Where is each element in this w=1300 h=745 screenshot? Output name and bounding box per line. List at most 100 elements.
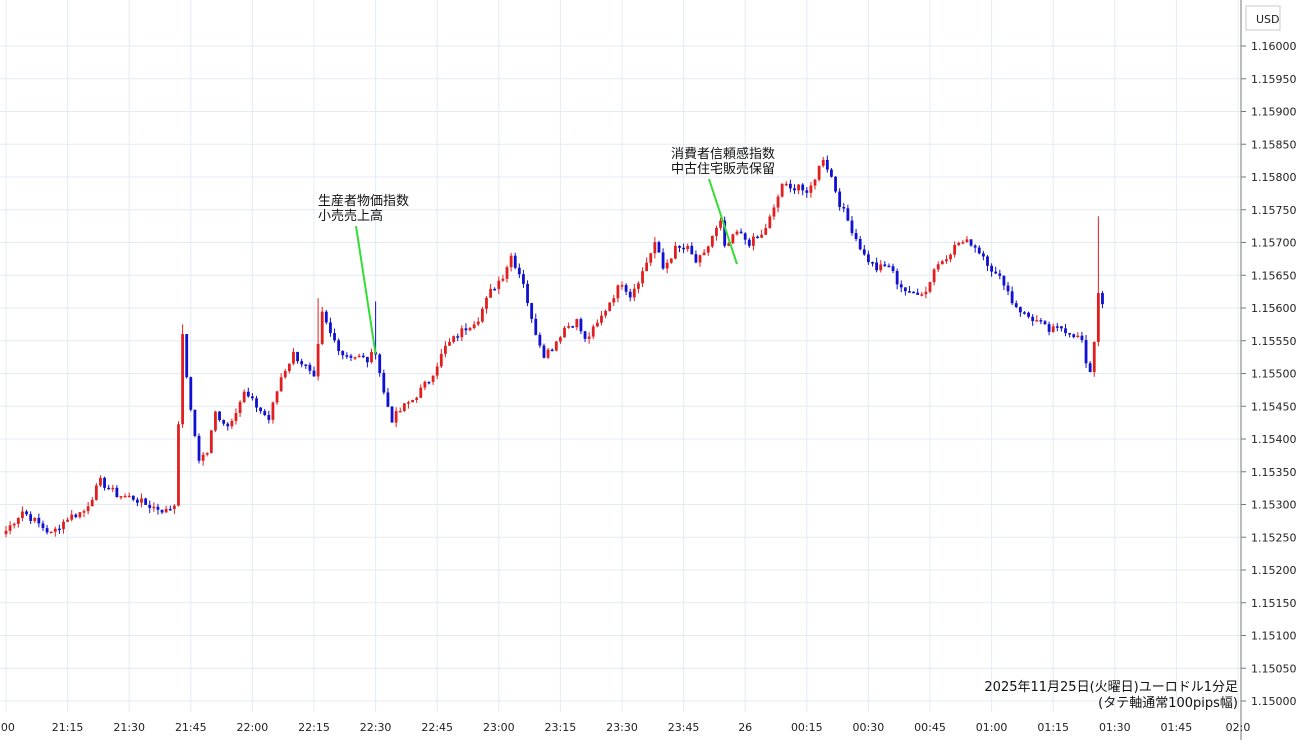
candle-body [62,521,65,530]
candle-body [682,247,685,250]
candle-body [797,184,800,191]
candle-body [513,255,517,268]
annotation-text: 生産者物価指数 [318,193,409,209]
candle-body [300,361,304,365]
candle-body [238,402,242,414]
candle-body [821,159,825,166]
candle-body [756,236,759,239]
candle-body [505,267,509,279]
candle-body [949,254,952,260]
candle-body [181,334,184,425]
candle-body [694,254,698,263]
candle-body [554,341,558,351]
candle-body [1088,363,1092,372]
candle-body [131,495,135,500]
candle-body [830,169,833,177]
candle-body [448,341,451,346]
candle-body [12,523,16,526]
candle-body [431,375,435,382]
candle-body [185,334,189,378]
candle-body [973,245,977,248]
x-tick-label: 21:45 [175,721,207,734]
candle-body [407,402,410,404]
candle-body [177,424,180,506]
candle-body [316,343,320,377]
candle-body [842,206,846,209]
candle-body [891,266,895,272]
candle-body [678,245,681,248]
candle-body [485,297,488,309]
x-tick-label: 01:45 [1161,721,1193,734]
candle-body [267,415,271,420]
candle-body [234,413,238,421]
candle-body [723,220,727,246]
candle-body [1101,293,1104,305]
candle-body [57,528,61,531]
y-tick-label: 1.15200 [1251,564,1297,577]
y-tick-label: 1.15650 [1251,269,1297,282]
chart-subtitle: (タテ軸通常100pips幅) [1098,696,1238,711]
candle-body [760,234,764,238]
candle-body [986,256,989,266]
candle-body [579,319,583,332]
candle-body [977,247,981,254]
x-tick-label: 23:30 [606,721,638,734]
y-tick-label: 1.15350 [1251,466,1297,479]
candle-body [1031,316,1035,322]
candle-body [628,291,632,298]
candle-body [928,282,932,292]
candle-body [546,349,550,358]
candle-body [222,420,226,424]
candle-body [534,318,538,335]
candle-body [107,487,111,490]
candle-body [764,228,768,235]
candle-body [612,298,616,303]
candle-body [476,321,480,325]
candle-body [624,285,628,292]
candle-body [123,495,127,498]
candle-body [945,259,948,262]
candle-body [493,288,497,291]
candle-body [567,326,571,328]
candle-body [649,253,653,263]
candle-body [571,326,575,328]
candle-body [710,235,714,247]
candle-body [1006,285,1010,292]
candle-body [665,262,669,269]
candle-body [21,511,24,518]
candle-body [747,239,751,246]
candle-body [45,528,49,533]
candle-body [86,506,90,512]
x-tick-label: 21:30 [113,721,145,734]
candle-body [370,351,373,363]
candle-body [164,508,168,513]
candle-body [509,255,513,268]
candle-body [333,333,336,341]
candle-body [1080,335,1084,341]
candle-body [752,236,755,246]
candle-body [1043,321,1047,325]
candle-body [287,363,291,371]
candle-body [542,345,546,358]
x-tick-label: 22:15 [298,721,330,734]
candle-body [144,498,148,505]
candle-body [604,310,607,316]
chart-title: 2025年11月25日(火曜日)ユーロドル1分足 [984,680,1238,695]
candle-body [1027,312,1030,317]
x-tick-label: 00:45 [914,721,946,734]
candle-body [1096,293,1100,342]
candle-body [871,262,874,264]
candle-body [66,519,69,522]
y-tick-label: 1.16000 [1251,40,1297,53]
candle-body [1051,326,1055,332]
candle-body [727,243,731,246]
candle-body [743,233,747,240]
candle-body [140,498,143,503]
candle-body [82,511,86,513]
candle-body [329,322,332,334]
candle-body [94,485,98,500]
candle-body [226,423,230,427]
candle-body [501,278,505,281]
annotation-pointer [708,178,738,265]
